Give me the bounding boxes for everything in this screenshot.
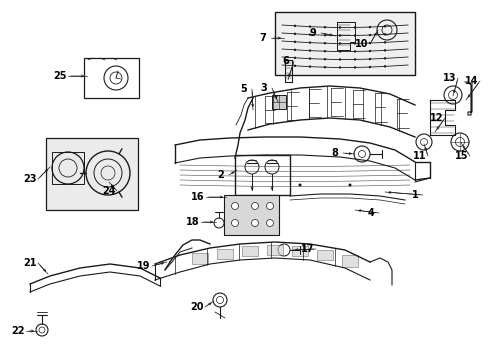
Circle shape <box>293 49 296 51</box>
Circle shape <box>383 65 386 68</box>
Circle shape <box>383 33 386 36</box>
Circle shape <box>323 66 325 68</box>
Circle shape <box>368 66 370 68</box>
Text: 19: 19 <box>137 261 150 271</box>
Text: 1: 1 <box>411 190 418 200</box>
Circle shape <box>266 202 273 210</box>
Bar <box>235 155 289 195</box>
Circle shape <box>368 26 370 28</box>
Text: 10: 10 <box>354 39 368 49</box>
Text: 21: 21 <box>23 258 37 268</box>
Circle shape <box>338 50 341 53</box>
Text: 3: 3 <box>260 83 267 93</box>
Text: 20: 20 <box>190 302 203 312</box>
Text: 15: 15 <box>454 151 468 161</box>
Circle shape <box>298 184 301 186</box>
Text: 9: 9 <box>309 28 316 38</box>
Circle shape <box>348 184 351 186</box>
Text: 2: 2 <box>217 170 224 180</box>
Bar <box>84 58 139 98</box>
Text: 23: 23 <box>23 174 37 184</box>
Text: 16: 16 <box>191 192 204 202</box>
Circle shape <box>293 64 296 67</box>
Circle shape <box>231 220 238 226</box>
Circle shape <box>383 41 386 44</box>
Bar <box>291 247 307 256</box>
Bar <box>46 138 138 210</box>
Circle shape <box>368 58 370 60</box>
Circle shape <box>323 58 325 60</box>
Circle shape <box>251 220 258 226</box>
Circle shape <box>308 26 310 28</box>
Bar <box>242 247 258 256</box>
Circle shape <box>353 42 355 45</box>
Bar <box>217 249 232 259</box>
Circle shape <box>266 220 273 226</box>
Text: 24: 24 <box>102 186 116 196</box>
Circle shape <box>323 34 325 36</box>
Circle shape <box>353 58 355 60</box>
Circle shape <box>338 26 341 29</box>
Circle shape <box>308 33 310 36</box>
Bar <box>274 12 414 75</box>
Circle shape <box>231 202 238 210</box>
Circle shape <box>293 33 296 35</box>
Text: 18: 18 <box>186 217 200 227</box>
Bar <box>341 255 357 267</box>
Circle shape <box>338 34 341 37</box>
Circle shape <box>383 49 386 51</box>
Bar <box>52 152 84 184</box>
Circle shape <box>383 57 386 59</box>
Text: 5: 5 <box>240 84 247 94</box>
Circle shape <box>293 41 296 43</box>
Circle shape <box>323 42 325 44</box>
Circle shape <box>353 26 355 29</box>
Circle shape <box>368 34 370 36</box>
Circle shape <box>368 42 370 44</box>
Text: 17: 17 <box>301 244 314 254</box>
Bar <box>316 249 332 260</box>
Circle shape <box>251 202 258 210</box>
Circle shape <box>293 57 296 59</box>
Circle shape <box>353 34 355 37</box>
Text: 11: 11 <box>412 151 426 161</box>
Circle shape <box>308 41 310 44</box>
Text: 6: 6 <box>282 56 289 66</box>
Circle shape <box>323 50 325 53</box>
Circle shape <box>338 58 341 61</box>
Circle shape <box>308 49 310 52</box>
Bar <box>192 253 207 264</box>
Circle shape <box>353 50 355 53</box>
Text: 14: 14 <box>464 76 478 86</box>
Text: 7: 7 <box>259 33 266 43</box>
Circle shape <box>308 57 310 60</box>
Circle shape <box>353 66 355 69</box>
Circle shape <box>338 42 341 45</box>
Circle shape <box>308 66 310 68</box>
Circle shape <box>323 26 325 28</box>
Text: 8: 8 <box>331 148 338 158</box>
Text: 12: 12 <box>429 113 443 123</box>
Bar <box>271 95 285 109</box>
Text: 13: 13 <box>442 73 456 83</box>
Text: 25: 25 <box>53 71 67 81</box>
Circle shape <box>368 50 370 52</box>
Circle shape <box>383 25 386 28</box>
Circle shape <box>293 24 296 27</box>
Circle shape <box>338 66 341 69</box>
Text: 4: 4 <box>367 208 374 218</box>
Bar <box>224 195 279 235</box>
Text: 22: 22 <box>11 326 25 336</box>
Bar <box>266 245 283 255</box>
